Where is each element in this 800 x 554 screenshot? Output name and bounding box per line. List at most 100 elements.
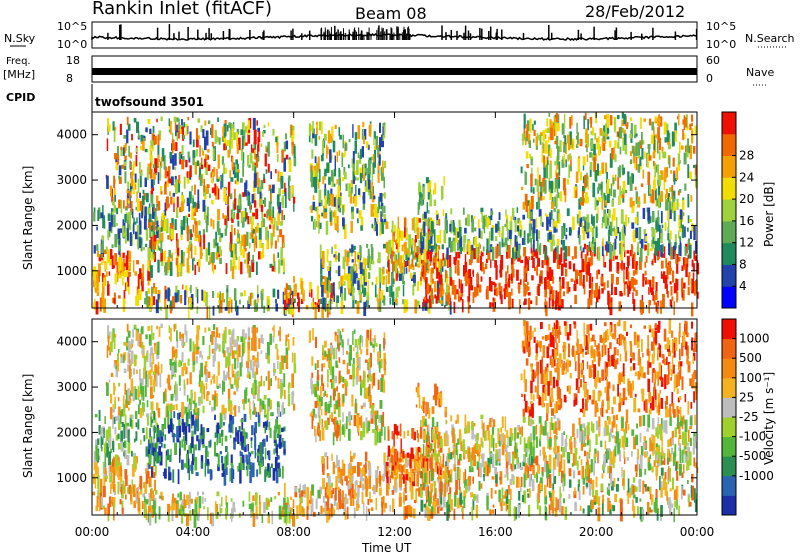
velocity-cell xyxy=(420,483,423,488)
power-cell xyxy=(432,278,434,284)
power-cell xyxy=(273,217,276,227)
power-cell xyxy=(257,137,260,152)
freq-left-tick-bottom: 8 xyxy=(66,72,73,85)
power-cell xyxy=(153,283,156,289)
power-cell xyxy=(149,300,151,312)
power-cell xyxy=(349,191,353,204)
power-cell xyxy=(607,243,610,253)
velocity-cell xyxy=(529,464,532,472)
power-cell xyxy=(555,113,559,123)
power-cell xyxy=(247,134,251,144)
power-cell xyxy=(125,255,129,270)
power-cell xyxy=(395,240,398,245)
power-cell xyxy=(664,167,667,183)
power-cell xyxy=(657,210,660,224)
power-cell xyxy=(605,241,609,252)
power-cell xyxy=(141,205,143,219)
power-cell xyxy=(361,129,364,140)
power-cell xyxy=(149,224,151,238)
power-cell xyxy=(595,170,598,182)
velocity-cell xyxy=(112,483,116,493)
velocity-cell xyxy=(582,485,585,495)
power-cell xyxy=(675,279,679,291)
velocity-cell xyxy=(531,479,535,492)
power-cell xyxy=(223,123,227,137)
power-cell xyxy=(434,294,437,299)
velocity-cell xyxy=(154,443,157,456)
power-cell xyxy=(175,249,177,254)
velocity-cell xyxy=(651,468,654,472)
power-cell xyxy=(691,130,694,144)
power-cell xyxy=(240,261,243,275)
velocity-cell xyxy=(133,438,136,443)
velocity-cell xyxy=(275,448,278,454)
velocity-cell xyxy=(381,501,384,516)
power-cell xyxy=(537,258,540,267)
power-cell xyxy=(190,243,193,259)
power-cell xyxy=(615,277,619,285)
power-cell xyxy=(379,193,383,202)
power-cell xyxy=(659,116,663,127)
velocity-cell xyxy=(457,497,460,509)
power-cell xyxy=(400,230,404,241)
velocity-cell xyxy=(577,470,581,476)
velocity-cell xyxy=(104,507,107,516)
power-cell xyxy=(202,129,205,139)
power-cell xyxy=(224,228,227,236)
power-cell xyxy=(635,290,638,296)
velocity-cell xyxy=(311,498,314,512)
power-cell xyxy=(336,151,338,163)
power-cell xyxy=(535,136,538,147)
velocity-cell xyxy=(164,434,167,441)
power-cell xyxy=(378,267,382,283)
power-cell xyxy=(320,256,322,263)
power-cell xyxy=(549,212,552,227)
power-cell xyxy=(624,143,628,155)
power-cell xyxy=(163,250,166,262)
power-cell xyxy=(522,137,524,146)
velocity-cell xyxy=(127,487,129,494)
power-cell xyxy=(671,270,675,283)
power-cell xyxy=(147,247,151,261)
velocity-cell xyxy=(248,491,251,502)
power-cell xyxy=(688,272,691,278)
power-cell xyxy=(617,177,619,190)
power-cell xyxy=(360,274,363,288)
power-cell xyxy=(167,287,170,302)
power-cell xyxy=(256,224,260,233)
power-cell xyxy=(333,293,336,302)
power-cell xyxy=(111,201,115,206)
power-cell xyxy=(577,230,580,238)
power-cell xyxy=(113,214,116,228)
power-cell xyxy=(373,131,376,140)
power-cell xyxy=(364,268,368,282)
power-cell xyxy=(691,223,694,232)
velocity-cell xyxy=(363,501,365,515)
power-cell xyxy=(539,276,543,283)
power-cell xyxy=(442,209,445,217)
power-cell xyxy=(377,172,380,183)
power-cell xyxy=(368,159,371,174)
power-cell xyxy=(227,301,231,314)
velocity-cell xyxy=(256,469,258,477)
power-cell xyxy=(169,155,173,164)
power-cell xyxy=(452,238,455,242)
power-cell xyxy=(113,205,116,213)
power-cell xyxy=(172,296,175,309)
power-cell xyxy=(604,125,606,136)
power-cell xyxy=(562,141,565,146)
power-cell xyxy=(584,262,588,272)
sky-left-tick-bottom: 10^0 xyxy=(57,38,87,51)
power-cell xyxy=(276,141,279,154)
power-cell xyxy=(178,118,180,131)
power-cell xyxy=(136,294,140,306)
power-cell xyxy=(565,143,567,154)
velocity-cell xyxy=(292,513,295,527)
power-cell xyxy=(505,282,509,297)
power-cell xyxy=(649,196,652,202)
velocity-cell xyxy=(227,452,229,466)
power-cell xyxy=(587,298,591,309)
power-cell xyxy=(450,208,453,215)
velocity-cell xyxy=(422,468,425,473)
velocity-cell xyxy=(357,485,360,488)
